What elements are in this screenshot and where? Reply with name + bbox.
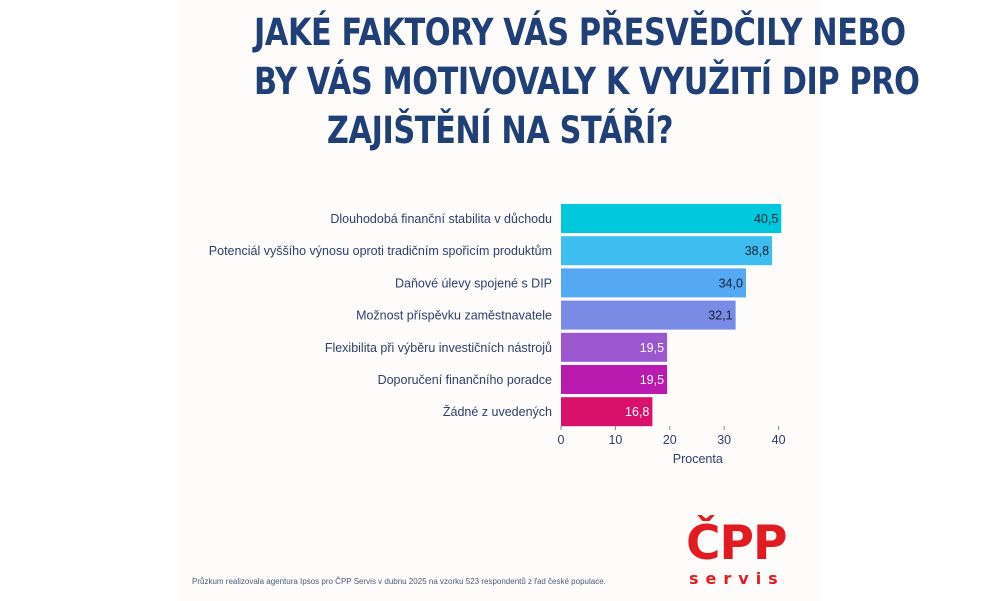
category-label: Možnost příspěvku zaměstnavatele	[356, 309, 552, 323]
x-tick-label: 0	[558, 433, 565, 447]
category-label: Dlouhodobá finanční stabilita v důchodu	[330, 212, 552, 226]
chart-panel	[180, 0, 820, 601]
x-axis-label: Procenta	[673, 452, 723, 466]
logo-subtitle: servis	[689, 569, 785, 588]
footnote: Průzkum realizovala agentura Ipsos pro Č…	[192, 577, 606, 586]
logo-mark: ČPP	[686, 516, 787, 571]
x-tick-label: 20	[663, 433, 677, 447]
value-label: 38,8	[745, 244, 769, 258]
category-label: Doporučení finančního poradce	[378, 373, 552, 387]
bar-5	[561, 332, 668, 362]
bar-6	[561, 365, 668, 394]
title-line-3: ZAJIŠTĚNÍ NA STÁŘÍ?	[326, 109, 674, 152]
bar-1	[561, 204, 782, 233]
value-label: 34,0	[719, 276, 743, 290]
value-label: 19,5	[640, 373, 664, 387]
value-label: 40,5	[754, 212, 778, 226]
cpp-servis-logo: ČPP servis	[686, 512, 804, 592]
x-tick-label: 40	[772, 433, 786, 447]
x-tick-label: 30	[717, 433, 731, 447]
bar-3	[561, 268, 746, 298]
category-label: Žádné z uvedených	[443, 404, 552, 419]
value-label: 32,1	[708, 309, 732, 323]
bar-7	[561, 397, 653, 427]
category-label: Daňové úlevy spojené s DIP	[395, 276, 552, 290]
bar-4	[561, 300, 736, 330]
value-label: 16,8	[625, 405, 649, 419]
bar-2	[561, 236, 773, 266]
category-label: Potenciál vyššího výnosu oproti tradiční…	[209, 244, 552, 258]
category-label: Flexibilita při výběru investičních nást…	[325, 341, 552, 355]
value-label: 19,5	[640, 341, 664, 355]
x-tick-label: 10	[608, 433, 622, 447]
